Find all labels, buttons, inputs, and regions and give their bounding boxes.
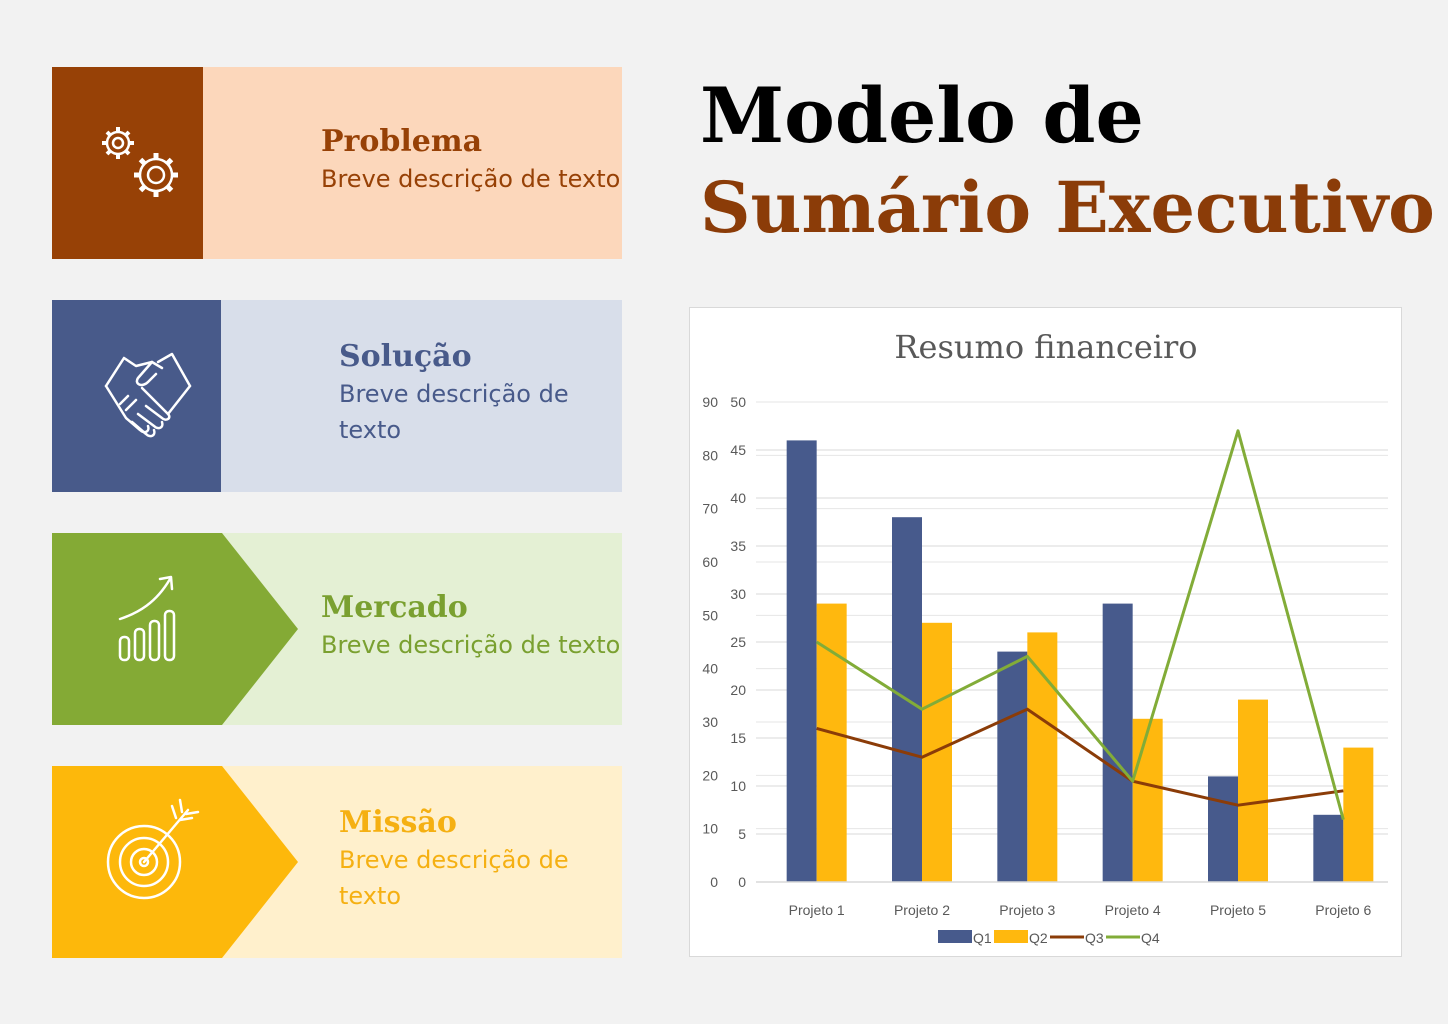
bar-q2 [1238,699,1268,882]
x-tick-label: Projeto 2 [894,902,950,918]
y-tick-label: 35 [730,538,746,554]
y-tick-label: 25 [730,634,746,650]
card-icon-panel [52,67,203,259]
bar-q2 [1027,632,1058,882]
card-description: Breve descrição de texto [321,165,621,193]
card-description: Breve descrição de texto [321,631,621,659]
y-tick-label: 60 [702,554,718,570]
card-problema: Problema Breve descrição de texto [52,67,622,259]
card-title: Missão [339,805,457,840]
bar-q2 [1132,718,1163,882]
financial-chart: Resumo financeiro 0 10 20 30 40 50 60 70 80 90 0 5 10… [702,328,1388,946]
y-tick-label: 50 [730,394,746,410]
bar-q1 [786,440,817,882]
legend-label-q1: Q1 [973,930,992,946]
bar-q1 [997,651,1028,882]
card-missao: Missão Breve descrição de texto [52,766,622,958]
bar-q1 [1313,814,1344,882]
bar-q2 [1343,747,1374,882]
y-tick-label: 20 [702,767,718,783]
y-tick-label: 0 [710,874,718,890]
legend-swatch-q1 [938,930,972,943]
chart-title: Resumo financeiro [894,328,1197,366]
legend-swatch-q2 [994,930,1028,943]
card-title: Mercado [321,590,468,625]
bar-q1 [1102,603,1133,882]
x-tick-label: Projeto 4 [1105,902,1161,918]
bar-q1 [1208,776,1238,882]
y-tick-label: 40 [730,490,746,506]
y-tick-label: 80 [702,447,718,463]
y-tick-label: 50 [702,607,718,623]
card-title: Solução [339,339,472,374]
card-description: Breve descrição de texto [339,846,569,910]
card-icon-panel [52,300,221,492]
card-solucao: Solução Breve descrição de texto [52,300,622,492]
y-tick-label: 70 [702,501,718,517]
y-tick-label: 15 [730,730,746,746]
y-tick-label: 10 [702,821,718,837]
y-tick-label: 30 [702,714,718,730]
y-tick-label: 5 [738,826,746,842]
legend-label-q3: Q3 [1085,930,1104,946]
y-tick-label: 90 [702,394,718,410]
bar-q2 [922,622,952,882]
growth-chart-icon [118,575,176,662]
x-tick-label: Projeto 1 [789,902,845,918]
y-tick-label: 30 [730,586,746,602]
x-tick-label: Projeto 3 [999,902,1055,918]
y-tick-label: 45 [730,442,746,458]
card-icon-panel [52,766,298,958]
y-tick-label: 10 [730,778,746,794]
x-tick-label: Projeto 6 [1315,902,1371,918]
x-tick-label: Projeto 5 [1210,902,1266,918]
line-q4 [815,429,1345,820]
page-title-line1: Modelo de [700,71,1144,160]
y-tick-label: 20 [730,682,746,698]
page-title: Modelo de Sumário Executivo [700,70,1435,254]
legend-label-q2: Q2 [1029,930,1048,946]
y-tick-label: 40 [702,661,718,677]
gears-icon [102,127,178,197]
y-tick-label: 0 [738,874,746,890]
chart-panel: Resumo financeiro 0 10 20 30 40 50 60 70 80 90 0 5 10… [689,307,1402,957]
page-title-line2: Sumário Executivo [700,166,1435,249]
handshake-icon [104,352,192,438]
legend-label-q4: Q4 [1141,930,1160,946]
card-title: Problema [321,124,483,159]
line-q3 [816,707,1344,807]
card-mercado: Mercado Breve descrição de texto [52,533,622,725]
card-description: Breve descrição de texto [339,380,569,444]
target-icon [106,798,200,900]
